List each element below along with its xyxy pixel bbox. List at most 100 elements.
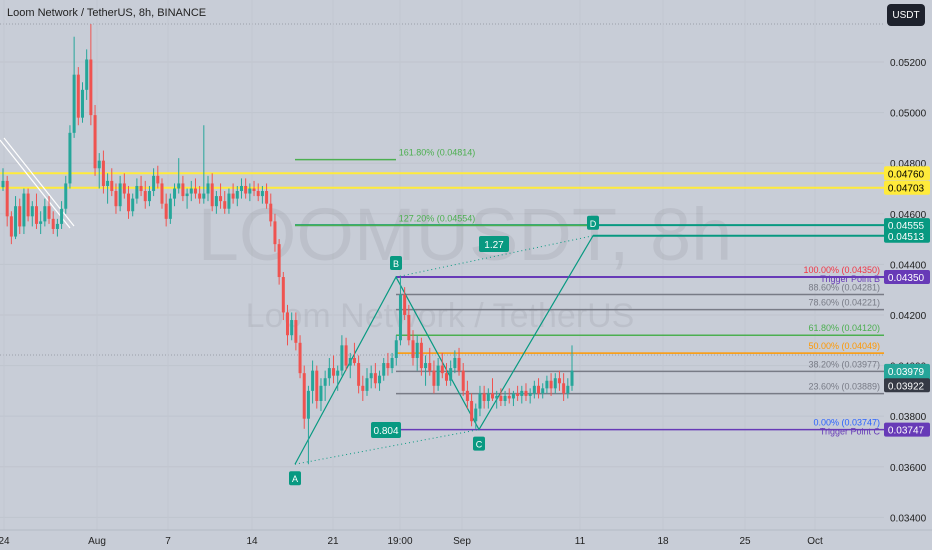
watermark-name: Loom Network / TetherUS bbox=[246, 297, 635, 335]
candle-body bbox=[177, 183, 181, 189]
currency-button[interactable]: USDT bbox=[887, 4, 925, 26]
candle-body bbox=[461, 370, 465, 391]
candle-body bbox=[428, 363, 432, 371]
candle-body bbox=[18, 206, 22, 227]
candle-body bbox=[235, 191, 239, 199]
candle-body bbox=[244, 185, 248, 194]
candle-body bbox=[43, 206, 47, 222]
candle-body bbox=[319, 385, 323, 401]
candle-body bbox=[39, 221, 43, 224]
candle-body bbox=[160, 183, 164, 204]
badge-yellow-1-bg bbox=[884, 166, 930, 181]
badge-teal-2-bg bbox=[884, 228, 930, 243]
ratio-badge bbox=[479, 236, 509, 252]
candle-body bbox=[80, 89, 84, 118]
candle-body bbox=[566, 385, 570, 394]
pattern-point-badge bbox=[473, 436, 485, 451]
candle-body bbox=[386, 363, 390, 369]
price-tick: 0.04200 bbox=[890, 311, 927, 322]
candle-body bbox=[549, 380, 553, 389]
candle-body bbox=[135, 185, 139, 199]
candle-body bbox=[348, 357, 352, 366]
pattern-point-badge bbox=[390, 256, 402, 271]
candle-body bbox=[390, 357, 394, 369]
candle-body bbox=[541, 388, 545, 394]
candle-body bbox=[189, 188, 193, 194]
candle-body bbox=[503, 395, 507, 401]
candle-body bbox=[47, 206, 51, 219]
candle-body bbox=[373, 373, 377, 384]
candle-body bbox=[491, 393, 495, 399]
candle-body bbox=[152, 175, 156, 192]
candle-body bbox=[432, 370, 436, 386]
candle-body bbox=[101, 160, 105, 186]
watermark-symbol: LOOMUSDT, 8h bbox=[198, 193, 733, 276]
candle-body bbox=[206, 183, 210, 194]
candle-body bbox=[524, 390, 528, 396]
badge-purple-2: 0.03747 bbox=[888, 426, 925, 437]
candle-body bbox=[369, 373, 373, 379]
fib-level-label: 127.20% (0.04554) bbox=[399, 213, 476, 223]
price-tick: 0.04400 bbox=[890, 260, 927, 271]
candle-body bbox=[5, 180, 9, 217]
candle-body bbox=[168, 198, 172, 219]
candle-body bbox=[106, 180, 110, 186]
candle-body bbox=[173, 188, 177, 199]
trend-line bbox=[0, 139, 71, 229]
fib-level-label: 23.60% (0.03889) bbox=[808, 382, 880, 392]
candle-body bbox=[553, 378, 557, 389]
candle-body bbox=[227, 193, 231, 209]
pattern-dotted-bd bbox=[395, 235, 594, 278]
candle-body bbox=[51, 218, 55, 229]
pattern-point-label-b: B bbox=[393, 259, 399, 269]
badge-yellow-2-bg bbox=[884, 180, 930, 195]
candle-body bbox=[311, 370, 315, 391]
price-tick: 0.03400 bbox=[890, 513, 927, 524]
candle-body bbox=[114, 191, 118, 207]
candle-body bbox=[545, 380, 549, 389]
time-axis[interactable] bbox=[0, 530, 932, 550]
fib-level-label: 0.00% (0.03747) bbox=[813, 418, 880, 428]
time-tick: 25 bbox=[739, 536, 751, 547]
candle-body bbox=[378, 375, 382, 384]
candle-body bbox=[85, 59, 89, 90]
candle-body bbox=[131, 198, 135, 212]
candle-body bbox=[9, 216, 13, 237]
candle-body bbox=[424, 363, 428, 369]
candle-body bbox=[185, 193, 189, 197]
candle-body bbox=[252, 188, 256, 192]
candle-body bbox=[449, 368, 453, 381]
candle-body bbox=[528, 393, 532, 396]
current-price-label: 0.03979 bbox=[888, 367, 925, 378]
candle-body bbox=[193, 188, 197, 194]
candle-body bbox=[143, 191, 147, 202]
badge-teal-1-bg bbox=[884, 218, 930, 233]
candle-body bbox=[440, 365, 444, 374]
candle-body bbox=[436, 365, 440, 386]
candle-body bbox=[122, 183, 126, 194]
candle-body bbox=[294, 320, 298, 343]
pattern-point-label-c: C bbox=[476, 440, 483, 450]
price-axis[interactable] bbox=[884, 0, 932, 530]
price-tick: 0.04600 bbox=[890, 210, 927, 221]
price-tick: 0.03800 bbox=[890, 412, 927, 423]
candle-body bbox=[336, 370, 340, 376]
candle-body bbox=[453, 357, 457, 369]
candle-body bbox=[570, 370, 574, 386]
candle-body bbox=[281, 277, 285, 313]
time-tick: Oct bbox=[807, 536, 823, 547]
grid bbox=[0, 23, 884, 356]
candle-body bbox=[327, 368, 331, 379]
candle-body bbox=[93, 115, 97, 169]
candle-body bbox=[290, 320, 294, 336]
candle-body bbox=[34, 206, 38, 224]
fib-levels: 161.80% (0.04814) 127.20% (0.04554) 100.00… bbox=[295, 148, 884, 437]
price-tick: 0.05200 bbox=[890, 58, 927, 69]
candle-body bbox=[298, 342, 302, 374]
candle-body bbox=[394, 340, 398, 358]
chart-labels: A B C D 1.27 0.804 bbox=[289, 215, 599, 486]
candle-body bbox=[269, 203, 273, 222]
badge-purple-1: 0.04350 bbox=[888, 273, 925, 284]
